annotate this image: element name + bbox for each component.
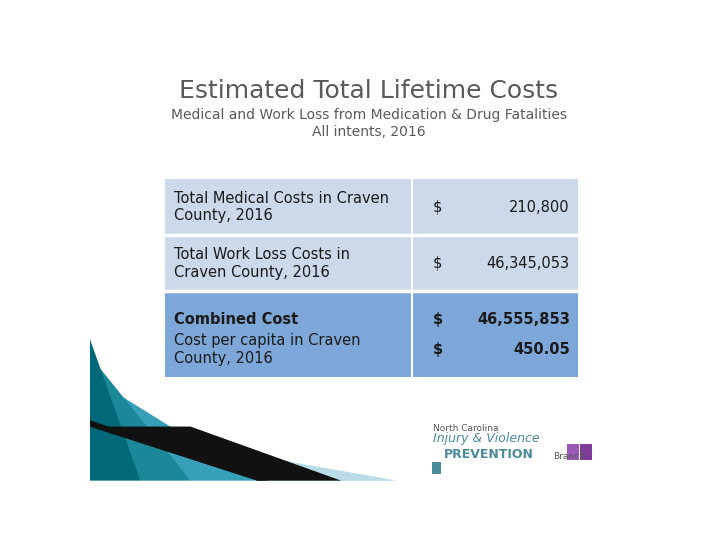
FancyBboxPatch shape: [166, 235, 411, 292]
Polygon shape: [90, 420, 269, 481]
Text: 450.05: 450.05: [513, 342, 570, 357]
Text: $: $: [433, 342, 444, 357]
Text: $: $: [433, 256, 443, 271]
FancyBboxPatch shape: [166, 322, 411, 377]
Text: $: $: [433, 200, 443, 215]
FancyBboxPatch shape: [567, 444, 580, 460]
Text: 210,800: 210,800: [509, 200, 570, 215]
FancyBboxPatch shape: [413, 235, 578, 292]
Text: Branch: Branch: [553, 451, 585, 461]
Text: 46,555,853: 46,555,853: [477, 312, 570, 327]
Polygon shape: [90, 402, 341, 481]
Polygon shape: [90, 427, 341, 481]
Text: All intents, 2016: All intents, 2016: [312, 125, 426, 139]
Text: Total Medical Costs in Craven
County, 2016: Total Medical Costs in Craven County, 20…: [174, 191, 389, 224]
Text: PREVENTION: PREVENTION: [444, 448, 534, 461]
Text: $: $: [433, 312, 444, 327]
Text: Estimated Total Lifetime Costs: Estimated Total Lifetime Costs: [179, 79, 559, 103]
FancyBboxPatch shape: [166, 292, 411, 348]
FancyBboxPatch shape: [166, 179, 411, 235]
FancyBboxPatch shape: [432, 462, 441, 474]
Text: Injury & Violence: Injury & Violence: [433, 432, 540, 445]
Polygon shape: [90, 339, 140, 481]
Text: Total Work Loss Costs in
Craven County, 2016: Total Work Loss Costs in Craven County, …: [174, 247, 350, 280]
Polygon shape: [90, 377, 258, 481]
Polygon shape: [90, 427, 397, 481]
FancyBboxPatch shape: [580, 444, 593, 460]
Text: North Carolina: North Carolina: [433, 424, 499, 433]
Polygon shape: [90, 451, 397, 481]
Text: 46,345,053: 46,345,053: [487, 256, 570, 271]
FancyBboxPatch shape: [413, 292, 578, 348]
Text: Combined Cost: Combined Cost: [174, 312, 298, 327]
Polygon shape: [90, 356, 190, 481]
FancyBboxPatch shape: [413, 179, 578, 235]
FancyBboxPatch shape: [413, 322, 578, 377]
Text: Medical and Work Loss from Medication & Drug Fatalities: Medical and Work Loss from Medication & …: [171, 109, 567, 123]
Text: Cost per capita in Craven
County, 2016: Cost per capita in Craven County, 2016: [174, 333, 360, 366]
